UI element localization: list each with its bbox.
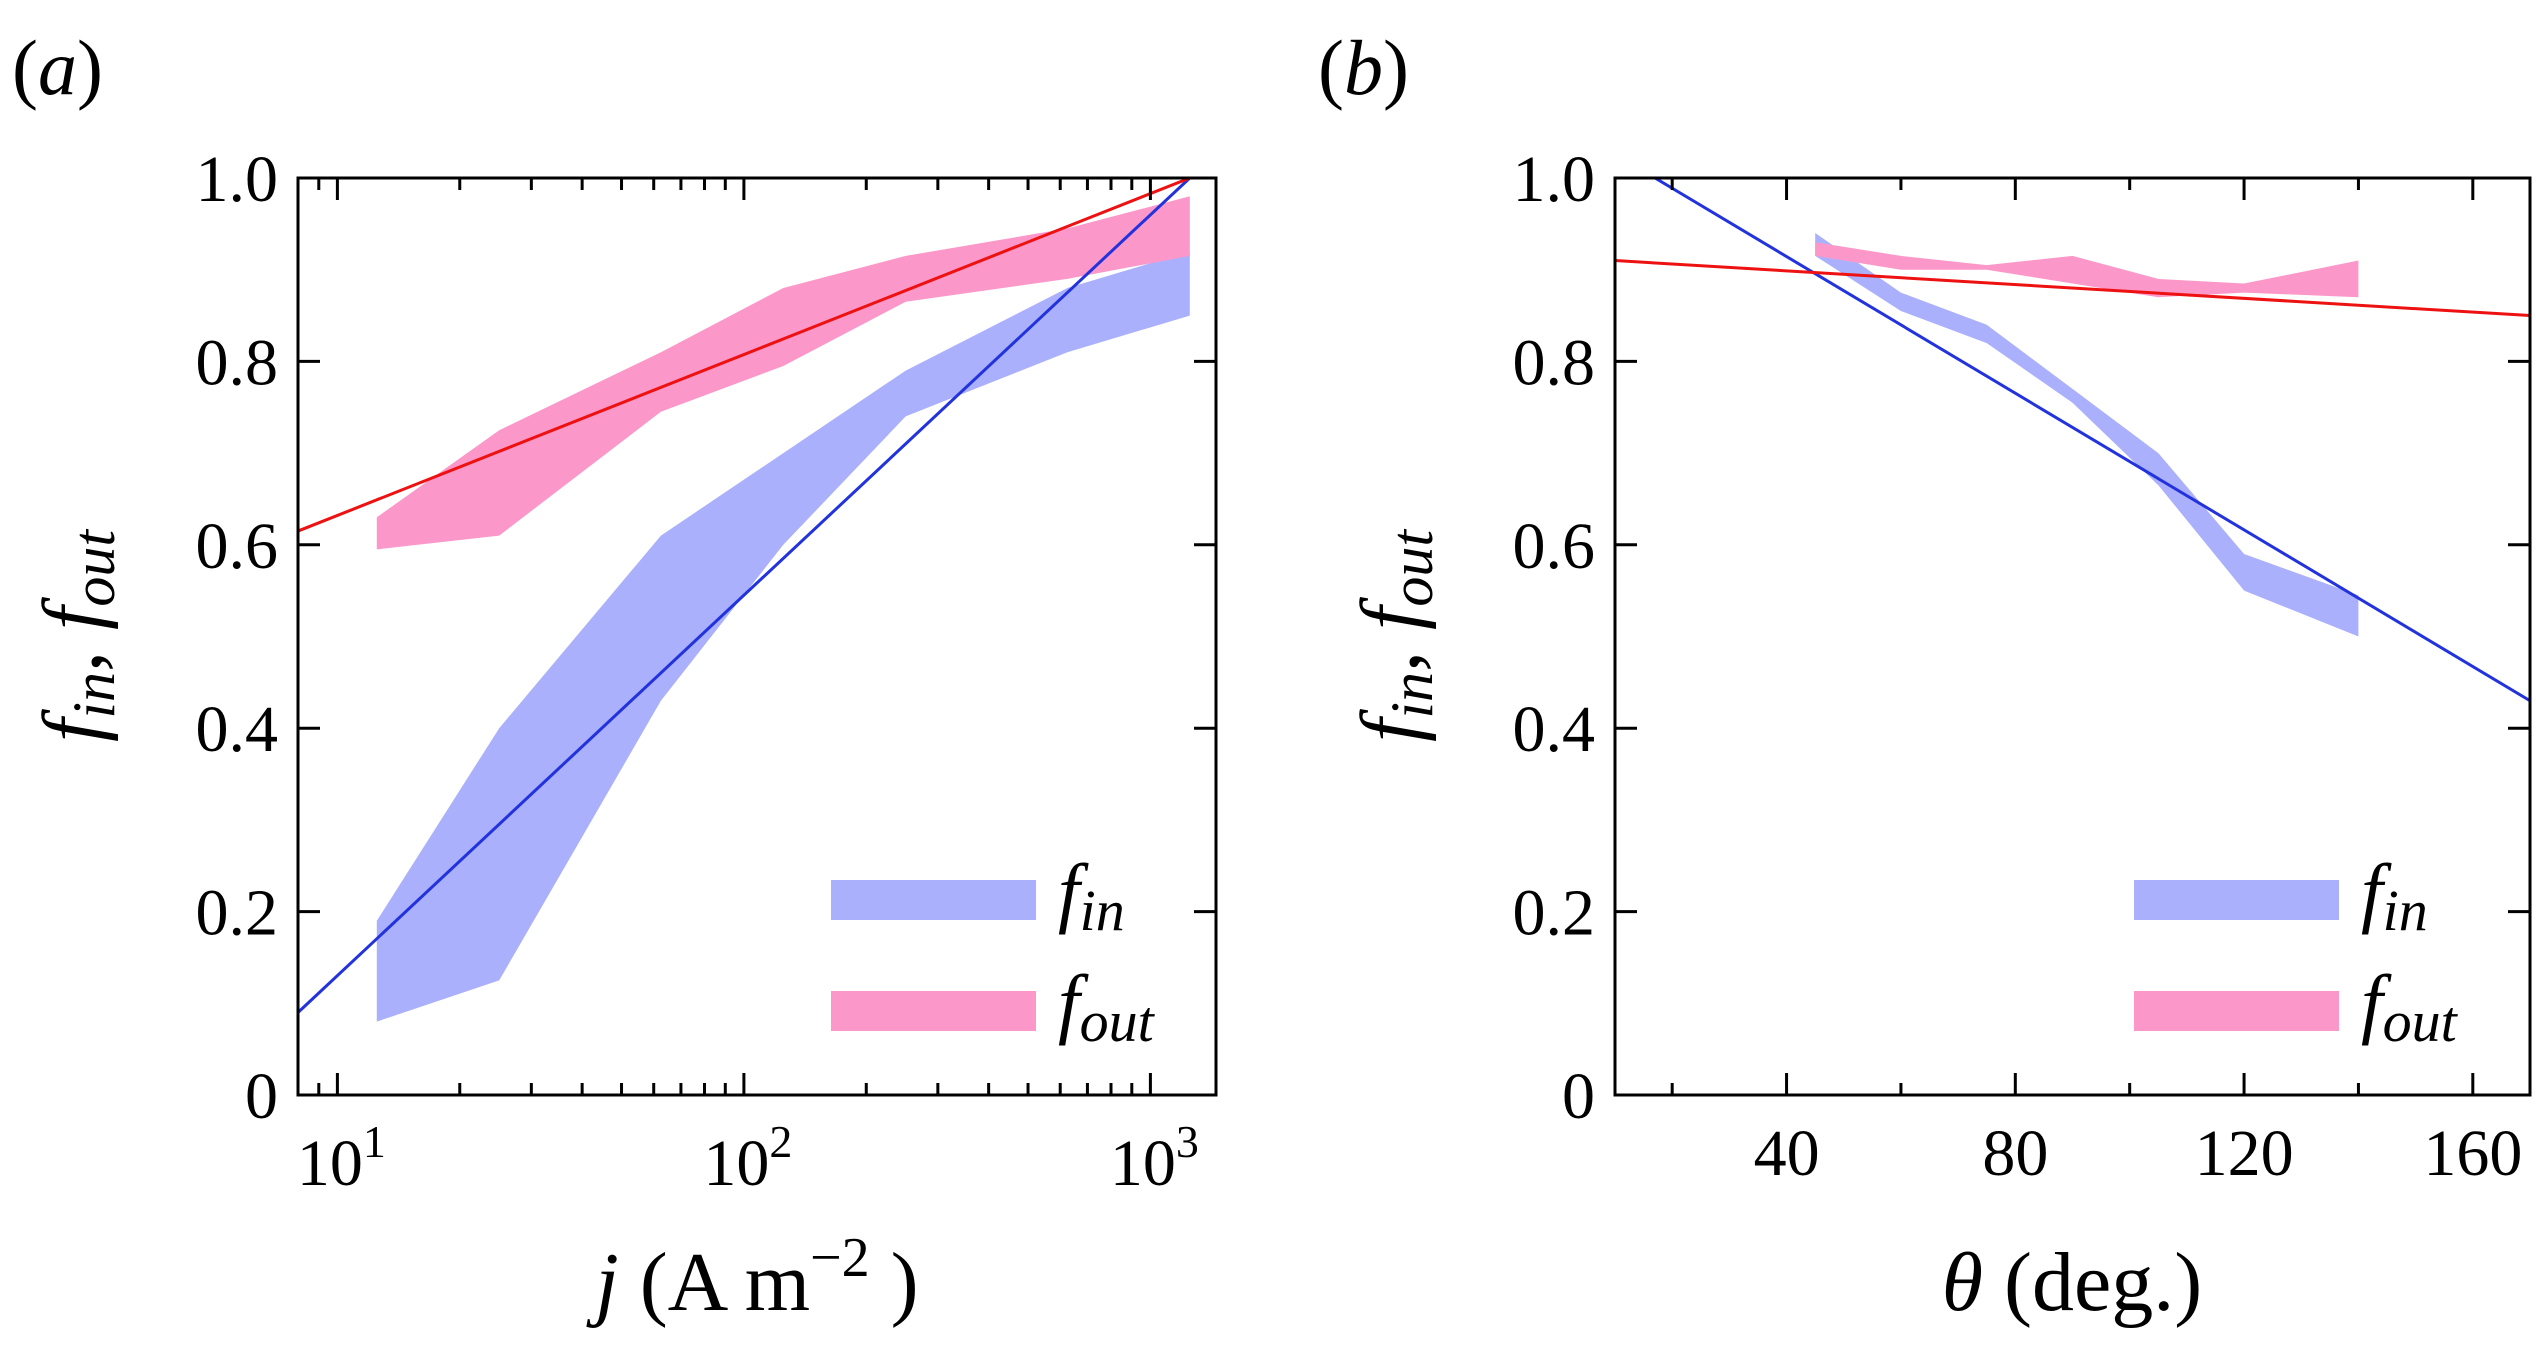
- panel-b: (b) 0 0.2 0.4 0.6 0.8 1.0 40 80 120 160 fin, fou…: [1318, 24, 2532, 1329]
- panel-b-y-tick-label: 0: [1562, 1060, 1595, 1133]
- panel-b-x-tick-label: 40: [1754, 1117, 1820, 1190]
- panel-a-legend-label-f-in: fin: [1058, 848, 1125, 943]
- panel-b-frame: [1613, 176, 2532, 1097]
- panel-a-y-tick-label: 1.0: [196, 143, 279, 216]
- panel-b-fit-line-f-out: [1615, 259, 2530, 318]
- panel-b-y-tick-label: 0.8: [1513, 326, 1596, 399]
- panel-a-legend-label-f-out: fout: [1058, 959, 1156, 1054]
- panel-a-y-tick-label: 0: [245, 1060, 278, 1133]
- panel-b-legend-swatch-f-in: [2134, 880, 2339, 920]
- panel-a-y-tick-label: 0.2: [196, 877, 279, 950]
- panel-b-y-tick-label: 1.0: [1513, 143, 1596, 216]
- panel-a-label: (a): [12, 24, 103, 111]
- panel-b-legend-label-f-out: fout: [2361, 959, 2459, 1054]
- panel-a-y-axis-title: fin, fout: [26, 529, 127, 742]
- panel-a-x-tick-label: 101: [297, 1116, 386, 1200]
- panel-b-y-axis-title: fin, fout: [1344, 529, 1445, 742]
- panel-a-band-f-out: [376, 196, 1190, 550]
- panel-b-fit-line-f-in: [1654, 178, 2530, 702]
- panel-a-x-tick-label: 102: [703, 1116, 792, 1200]
- panel-a-bands: [376, 196, 1190, 1022]
- panel-a-band-f-in: [376, 251, 1190, 1022]
- panel-b-legend: fin fout: [2134, 848, 2459, 1054]
- panel-b-label: (b): [1318, 24, 1409, 111]
- panel-a-legend-swatch-f-in: [831, 880, 1036, 920]
- panel-a-y-tick-label: 0.4: [196, 693, 279, 766]
- panel-a-y-tick-label: 0.8: [196, 326, 279, 399]
- panel-b-x-ticks: 40 80 120 160: [1670, 178, 2522, 1190]
- panel-b-x-tick-label: 80: [1982, 1117, 2048, 1190]
- panel-a-frame: [296, 176, 1218, 1097]
- panel-a-legend-swatch-f-out: [831, 991, 1036, 1031]
- panel-a-x-ticks: 101 102 103: [296, 178, 1199, 1200]
- panel-b-x-tick-label: 120: [2195, 1117, 2294, 1190]
- panel-b-y-ticks: 0 0.2 0.4 0.6 0.8 1.0: [1513, 143, 2530, 1133]
- panel-a-x-tick-label: 103: [1110, 1116, 1199, 1200]
- panel-a-x-axis-title: j (A m−2 ): [586, 1227, 918, 1329]
- panel-a-legend: fin fout: [831, 848, 1156, 1054]
- panel-a: (a) 0 0.2 0.4 0.6 0.8 1.0 101 102 103 fin, fout…: [12, 24, 1218, 1329]
- panel-a-y-ticks: 0 0.2 0.4 0.6 0.8 1.0: [196, 143, 1216, 1133]
- panel-b-legend-label-f-in: fin: [2361, 848, 2428, 943]
- panel-a-y-tick-label: 0.6: [196, 510, 279, 583]
- panel-a-fit-line-f-in: [298, 178, 1191, 1014]
- panel-b-y-tick-label: 0.2: [1513, 877, 1596, 950]
- panel-a-fit-line-f-out: [298, 178, 1191, 533]
- panel-a-fit-lines: [298, 178, 1191, 1014]
- panel-b-x-axis-title: θ (deg.): [1942, 1236, 2203, 1329]
- panel-b-fit-lines: [1615, 178, 2530, 702]
- panel-b-legend-swatch-f-out: [2134, 991, 2339, 1031]
- panel-b-band-f-in: [1815, 233, 2359, 637]
- panel-b-bands: [1815, 233, 2359, 637]
- panel-b-x-tick-label: 160: [2423, 1117, 2522, 1190]
- panel-b-band-f-out: [1815, 242, 2359, 298]
- panel-b-y-tick-label: 0.4: [1513, 693, 1596, 766]
- panel-b-y-tick-label: 0.6: [1513, 510, 1596, 583]
